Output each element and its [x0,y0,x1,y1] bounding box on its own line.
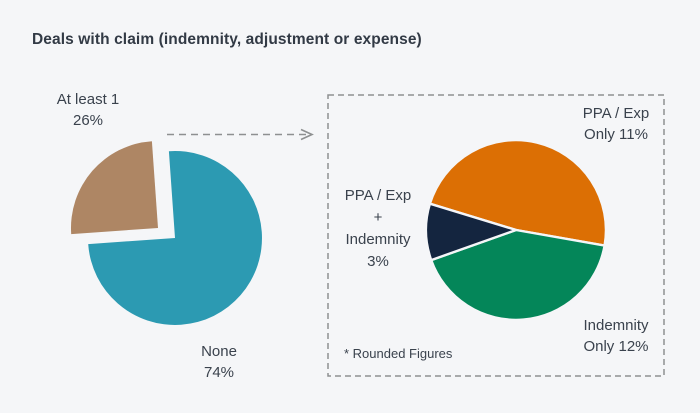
label-ppa-exp-indemnity-line3: Indemnity [345,231,411,248]
label-ppa-exp-only-line1: PPA / Exp [582,105,650,122]
pie-slice-none [88,150,262,325]
label-none: None 74% [149,341,289,383]
dashed-arrow [167,128,314,141]
pie-slice-ppa-exp-indemnity [424,202,520,262]
label-indemnity-only-line2: Only 12% [583,338,649,355]
pie-slice-indemnity-only [429,228,606,322]
label-ppa-exp-indemnity-line1: PPA / Exp [344,187,412,204]
label-at-least-1: At least 1 26% [18,89,158,131]
label-at-least-1-value: 26% [72,112,104,129]
label-ppa-exp-only: PPA / Exp Only 11% [536,103,696,145]
left-pie-chart [70,141,262,325]
pie-slice-at-least-1 [70,141,158,235]
label-ppa-exp-indemnity: PPA / Exp + Indemnity 3% [308,185,448,273]
label-indemnity-only-line1: Indemnity [583,317,649,334]
right-pie-chart [424,138,608,322]
dashed-box-border [327,94,665,377]
dashed-box [327,94,665,377]
rounded-figures-note: * Rounded Figures [344,346,453,361]
pie-slice-ppa-exp-only [428,138,608,247]
page-title: Deals with claim (indemnity, adjustment … [32,31,422,48]
label-ppa-exp-indemnity-line2: + [373,209,383,226]
label-at-least-1-text: At least 1 [56,91,120,108]
arrow-head-icon [300,128,314,141]
label-none-text: None [201,343,237,360]
label-ppa-exp-indemnity-line4: 3% [367,253,389,270]
label-indemnity-only: Indemnity Only 12% [536,315,696,357]
label-none-value: 74% [203,364,235,381]
label-ppa-exp-only-line2: Only 11% [584,126,648,143]
